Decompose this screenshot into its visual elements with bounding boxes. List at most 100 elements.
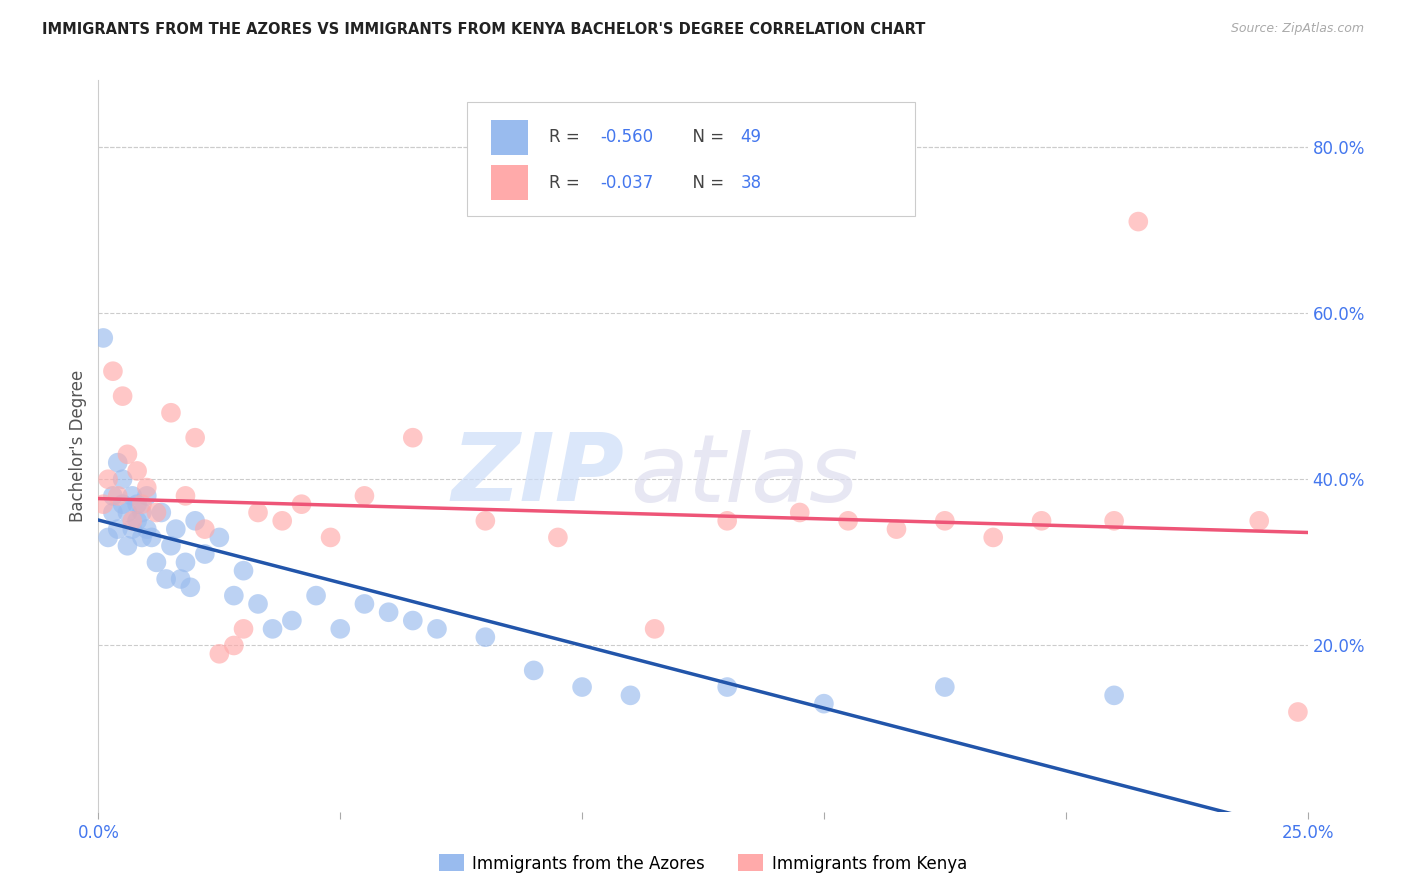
Point [1102, 514, 1125, 528]
Point [127, 464, 149, 478]
Point [208, 647, 231, 661]
Point [353, 489, 375, 503]
Point [353, 597, 375, 611]
Text: -0.560: -0.560 [600, 128, 654, 146]
Point [1249, 514, 1271, 528]
Point [232, 622, 254, 636]
Point [107, 456, 129, 470]
Point [150, 506, 173, 520]
Legend: Immigrants from the Azores, Immigrants from Kenya: Immigrants from the Azores, Immigrants f… [432, 847, 974, 880]
Point [523, 664, 546, 678]
Point [97, 530, 120, 544]
Point [232, 564, 254, 578]
Point [174, 555, 197, 569]
Point [305, 589, 328, 603]
Point [107, 522, 129, 536]
Point [319, 530, 342, 544]
Point [135, 522, 157, 536]
Point [1286, 705, 1309, 719]
Point [290, 497, 312, 511]
Point [1031, 514, 1053, 528]
Point [547, 530, 569, 544]
Point [117, 447, 139, 461]
Y-axis label: Bachelor's Degree: Bachelor's Degree [69, 370, 87, 522]
Point [101, 506, 124, 520]
Point [91, 331, 114, 345]
FancyBboxPatch shape [492, 165, 527, 200]
FancyBboxPatch shape [492, 120, 527, 155]
Text: R =: R = [550, 128, 585, 146]
Point [1128, 214, 1150, 228]
Point [619, 689, 641, 703]
Point [426, 622, 449, 636]
Point [111, 389, 134, 403]
Point [127, 514, 149, 528]
Point [474, 514, 496, 528]
Point [571, 680, 593, 694]
Point [716, 514, 738, 528]
Point [135, 489, 157, 503]
Point [165, 522, 187, 536]
Point [121, 489, 143, 503]
Point [262, 622, 284, 636]
Text: -0.037: -0.037 [600, 174, 654, 192]
Text: ZIP: ZIP [451, 429, 624, 521]
Point [281, 614, 304, 628]
Point [111, 472, 134, 486]
Point [101, 364, 124, 378]
Point [155, 572, 177, 586]
Text: N =: N = [682, 128, 730, 146]
Point [127, 497, 149, 511]
Text: N =: N = [682, 174, 730, 192]
Point [271, 514, 294, 528]
Text: R =: R = [550, 174, 585, 192]
Point [97, 472, 120, 486]
Point [145, 506, 167, 520]
Point [934, 514, 956, 528]
Point [716, 680, 738, 694]
Point [121, 514, 143, 528]
Point [174, 489, 197, 503]
Point [131, 530, 153, 544]
Point [402, 614, 425, 628]
Point [131, 506, 153, 520]
Text: atlas: atlas [630, 430, 859, 521]
Point [247, 597, 270, 611]
Point [91, 497, 114, 511]
Point [194, 547, 217, 561]
Point [208, 530, 231, 544]
Point [111, 497, 134, 511]
Point [402, 431, 425, 445]
Point [789, 506, 811, 520]
Point [981, 530, 1004, 544]
Point [121, 522, 143, 536]
Point [222, 639, 245, 653]
Point [837, 514, 859, 528]
Point [179, 580, 201, 594]
Point [222, 589, 245, 603]
Point [141, 530, 163, 544]
Point [474, 630, 496, 644]
Point [644, 622, 666, 636]
Point [329, 622, 352, 636]
Point [377, 605, 399, 619]
Point [131, 497, 153, 511]
Text: 38: 38 [741, 174, 762, 192]
Text: 49: 49 [741, 128, 762, 146]
Point [813, 697, 835, 711]
Text: Source: ZipAtlas.com: Source: ZipAtlas.com [1230, 22, 1364, 36]
Point [107, 489, 129, 503]
Point [1102, 689, 1125, 703]
FancyBboxPatch shape [467, 103, 915, 216]
Point [934, 680, 956, 694]
Point [247, 506, 270, 520]
Point [184, 514, 207, 528]
Point [160, 539, 183, 553]
Point [886, 522, 908, 536]
Text: IMMIGRANTS FROM THE AZORES VS IMMIGRANTS FROM KENYA BACHELOR'S DEGREE CORRELATIO: IMMIGRANTS FROM THE AZORES VS IMMIGRANTS… [42, 22, 925, 37]
Point [117, 539, 139, 553]
Point [169, 572, 191, 586]
Point [135, 481, 157, 495]
Point [101, 489, 124, 503]
Point [184, 431, 207, 445]
